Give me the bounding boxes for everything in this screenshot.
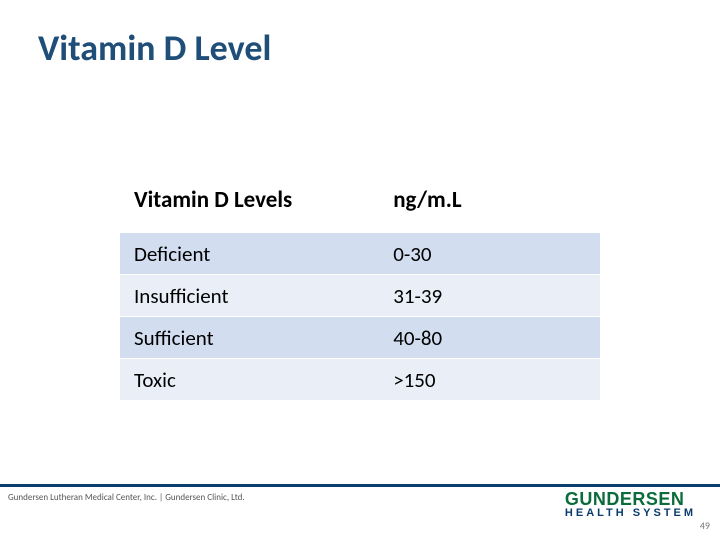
page-number: 49 <box>700 519 710 532</box>
table-row: Sufficient 40-80 <box>120 316 600 358</box>
page-title: Vitamin D Level <box>38 26 271 70</box>
slide: Vitamin D Level Vitamin D Levels ng/m.L … <box>0 0 720 540</box>
table-cell: Deficient <box>120 233 379 274</box>
table-row: Insufficient 31-39 <box>120 274 600 316</box>
footer-rule <box>0 484 720 487</box>
table-header-cell: ng/m.L <box>379 168 600 232</box>
footnote-text: Gundersen Lutheran Medical Center, Inc. … <box>8 492 245 503</box>
table-header-cell: Vitamin D Levels <box>120 168 379 232</box>
brand-logo: GUNDERSEN HEALTH SYSTEM <box>565 490 696 519</box>
table-cell: Sufficient <box>120 317 379 358</box>
logo-wordmark: GUNDERSEN <box>565 490 696 508</box>
table-cell: >150 <box>379 359 600 400</box>
table-row: Deficient 0-30 <box>120 232 600 274</box>
table-cell: 40-80 <box>379 317 600 358</box>
table-header: Vitamin D Levels ng/m.L <box>120 168 600 232</box>
table-cell: 0-30 <box>379 233 600 274</box>
table-cell: Toxic <box>120 359 379 400</box>
vitamin-d-table: Vitamin D Levels ng/m.L Deficient 0-30 I… <box>120 168 600 400</box>
table-cell: Insufficient <box>120 275 379 316</box>
table-cell: 31-39 <box>379 275 600 316</box>
logo-subtext: HEALTH SYSTEM <box>565 508 696 519</box>
table-body: Deficient 0-30 Insufficient 31-39 Suffic… <box>120 232 600 400</box>
table-row: Toxic >150 <box>120 358 600 400</box>
